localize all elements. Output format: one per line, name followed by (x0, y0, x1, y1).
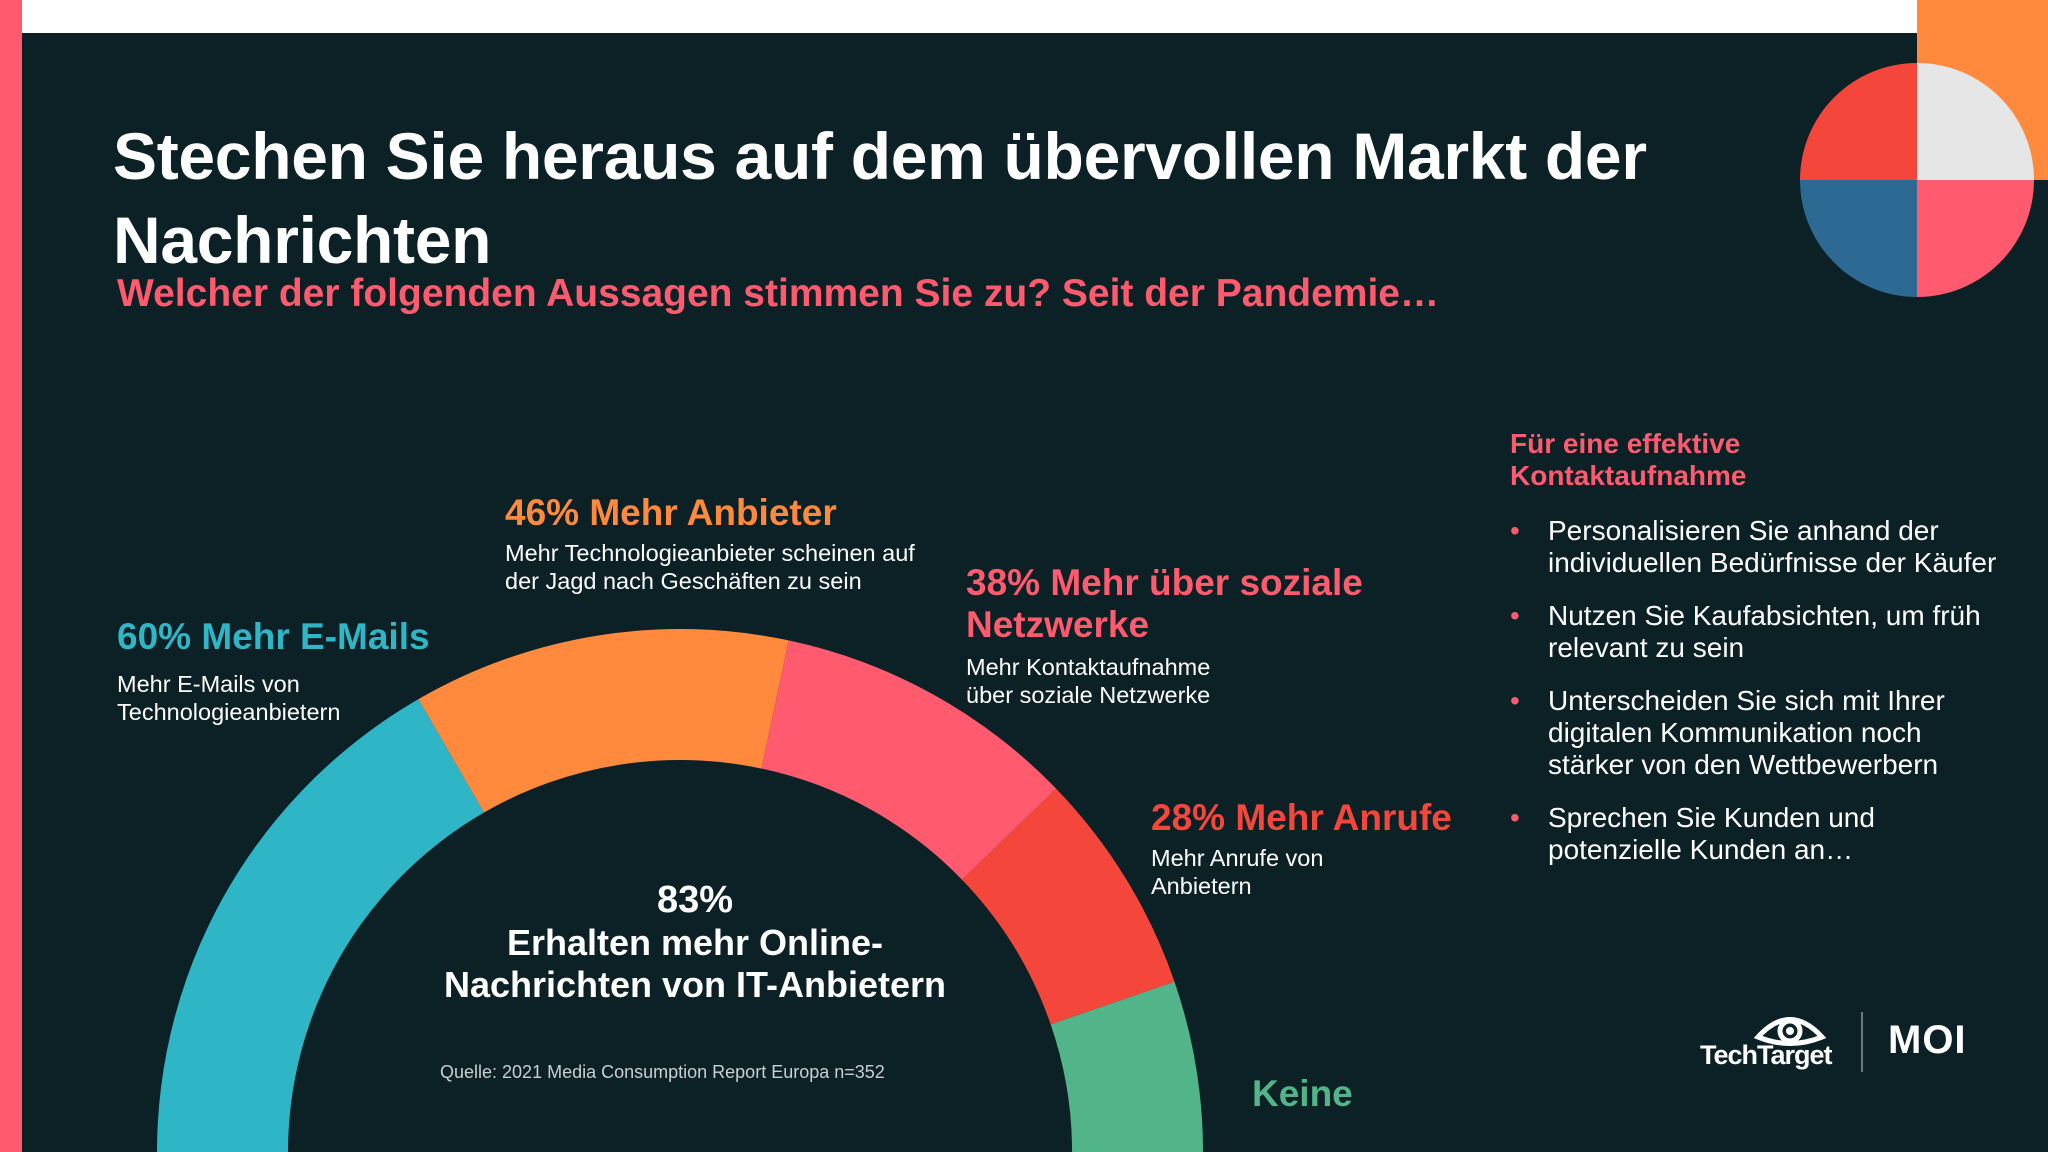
center-percent: 83% (656, 879, 734, 921)
techtarget-logo: TechTarget (1700, 1040, 1833, 1070)
segment-desc-social: Mehr Kontaktaufnahme über soziale Netzwe… (966, 654, 1211, 708)
segment-label-none: Keine (1252, 1073, 1353, 1114)
segment-desc-vendors: Mehr Technologieanbieter scheinen auf de… (505, 540, 915, 594)
moi-logo: MOI (1888, 1018, 1967, 1062)
page-subtitle: Welcher der folgenden Aussagen stimmen S… (117, 272, 1440, 315)
tips-title: Für eine effektive Kontaktaufnahme (1510, 428, 1747, 491)
tip-item: • Unterscheiden Sie sich mit Ihrer digita… (1510, 685, 2010, 781)
page-title: Stechen Sie heraus auf dem übervollen Ma… (113, 119, 1647, 277)
arc-vendors (418, 629, 789, 813)
techtarget-eye-icon (1753, 1017, 1827, 1046)
top-white-band (0, 0, 2048, 33)
tip-text: Sprechen Sie Kunden und potenzielle Kund… (1548, 802, 1875, 865)
bullet-icon: • (1510, 685, 1520, 716)
eye-pupil (1777, 1018, 1803, 1044)
tip-item: • Sprechen Sie Kunden und potenzielle Kun… (1510, 802, 2010, 866)
bullet-icon: • (1510, 600, 1520, 631)
arc-emails (157, 699, 484, 1152)
tip-text: Nutzen Sie Kaufabsichten, um früh releva… (1548, 600, 1981, 663)
eye-outline (1753, 1017, 1827, 1046)
segment-label-calls: 28% Mehr Anrufe (1151, 797, 1452, 838)
left-accent-bar (0, 0, 22, 1152)
tip-item: • Nutzen Sie Kaufabsichten, um früh relev… (1510, 600, 2010, 664)
eye-center (1786, 1027, 1794, 1035)
donut-chart (157, 629, 1203, 1152)
arc-none (1050, 981, 1203, 1152)
segment-desc-calls: Mehr Anrufe von Anbietern (1151, 845, 1324, 899)
arc-social (761, 640, 1057, 880)
source-note: Quelle: 2021 Media Consumption Report Eu… (440, 1062, 885, 1082)
bullet-icon: • (1510, 802, 1520, 833)
arc-calls (961, 788, 1175, 1025)
segment-label-social: 38% Mehr über soziale Netzwerke (966, 562, 1363, 645)
segment-label-emails: 60% Mehr E-Mails (117, 616, 430, 657)
tip-item: • Personalisieren Sie anhand der individu… (1510, 515, 2010, 579)
tips-list: • Personalisieren Sie anhand der individu… (1510, 515, 2010, 887)
bullet-icon: • (1510, 515, 1520, 546)
segment-desc-emails: Mehr E-Mails von Technologieanbietern (117, 671, 341, 725)
tip-text: Personalisieren Sie anhand der individue… (1548, 515, 1997, 578)
quadrant-bottom-right (1917, 180, 2034, 297)
quadrant-top-right (1917, 63, 2034, 180)
segment-label-vendors: 46% Mehr Anbieter (505, 492, 837, 533)
quadrant-bottom-left (1800, 180, 1917, 297)
decorative-quadrant-circle (1800, 63, 2034, 297)
tip-text: Unterscheiden Sie sich mit Ihrer digital… (1548, 685, 1945, 780)
center-stat: 83% Erhalten mehr Online-Nachrichten von… (380, 878, 1010, 1006)
center-text: Erhalten mehr Online-Nachrichten von IT-… (443, 922, 947, 1005)
quadrant-top-left (1800, 63, 1917, 180)
